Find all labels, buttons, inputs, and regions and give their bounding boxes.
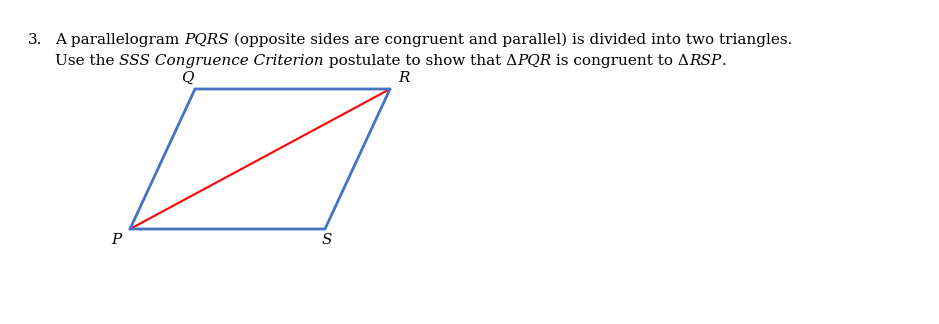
Text: RSP: RSP xyxy=(689,54,721,68)
Text: (opposite sides are congruent and parallel) is divided into two triangles.: (opposite sides are congruent and parall… xyxy=(229,33,793,47)
Text: .: . xyxy=(721,54,726,68)
Text: A parallelogram: A parallelogram xyxy=(55,33,184,47)
Text: R: R xyxy=(398,71,409,85)
Text: postulate to show that Δ: postulate to show that Δ xyxy=(324,54,517,68)
Text: is congruent to Δ: is congruent to Δ xyxy=(551,54,689,68)
Text: P: P xyxy=(111,233,121,247)
Text: S: S xyxy=(322,233,332,247)
Text: Use the: Use the xyxy=(55,54,119,68)
Text: PQR: PQR xyxy=(517,54,551,68)
Text: SSS Congruence Criterion: SSS Congruence Criterion xyxy=(119,54,324,68)
Text: PQRS: PQRS xyxy=(184,33,229,47)
Text: Q: Q xyxy=(180,71,193,85)
Text: 3.: 3. xyxy=(28,33,42,47)
